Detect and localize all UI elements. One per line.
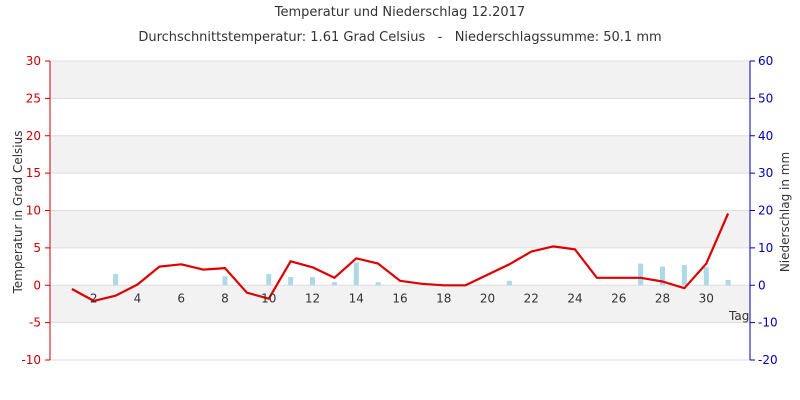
y-tick-label-right: 50 xyxy=(758,91,773,105)
x-tick-label: 22 xyxy=(524,291,539,305)
x-tick-label: 26 xyxy=(611,291,626,305)
y-tick-label-left: 25 xyxy=(26,91,41,105)
x-axis-title: Tag xyxy=(728,309,749,323)
precipitation-bar xyxy=(113,274,119,286)
temperature-line xyxy=(71,213,730,302)
precipitation-bar xyxy=(331,282,337,286)
y-tick-label-right: 30 xyxy=(758,166,773,180)
x-tick-label: 12 xyxy=(305,291,320,305)
grid-band xyxy=(50,210,750,248)
y-tick-label-right: 0 xyxy=(758,278,766,292)
chart-subtitle: Durchschnittstemperatur: 1.61 Grad Celsi… xyxy=(138,30,661,45)
y-axis-right-title: Niederschlag in mm xyxy=(778,152,792,272)
x-tick-label: 20 xyxy=(480,291,495,305)
precipitation-bar xyxy=(222,276,228,286)
precipitation-bar xyxy=(725,280,731,286)
x-tick-label: 2 xyxy=(90,291,98,305)
precipitation-bar xyxy=(310,277,315,286)
x-tick-label: 30 xyxy=(699,291,714,305)
grid-band xyxy=(50,135,750,174)
y-tick-label-left: 10 xyxy=(26,204,41,218)
y-tick-label-left: 5 xyxy=(33,241,41,255)
x-tick-label: 18 xyxy=(436,291,451,305)
precipitation-bar xyxy=(353,262,359,286)
x-tick-label: 8 xyxy=(221,291,229,305)
y-tick-label-right: 20 xyxy=(758,204,773,218)
y-tick-label-right: 40 xyxy=(758,129,773,143)
x-tick-label: 6 xyxy=(177,291,185,305)
x-tick-label: 14 xyxy=(349,291,364,305)
x-tick-label: 28 xyxy=(655,291,670,305)
y-tick-label-left: 15 xyxy=(26,166,41,180)
grid-band xyxy=(50,61,750,99)
precipitation-bar xyxy=(288,277,294,286)
chart-title: Temperatur und Niederschlag 12.2017 xyxy=(274,5,525,20)
precipitation-bar xyxy=(638,263,644,286)
y-tick-label-right: 60 xyxy=(758,54,773,68)
precipitation-bar xyxy=(375,282,381,286)
precipitation-bar xyxy=(660,266,665,286)
precipitation-bar xyxy=(266,274,272,286)
grid-band xyxy=(50,285,750,323)
y-tick-label-right: 10 xyxy=(758,241,773,255)
y-tick-label-right: -20 xyxy=(758,353,778,367)
precipitation-bar xyxy=(681,265,687,286)
y-tick-label-left: -10 xyxy=(21,353,41,367)
x-tick-label: 10 xyxy=(261,291,276,305)
x-tick-label: 24 xyxy=(567,291,582,305)
precipitation-bar xyxy=(506,280,512,286)
y-tick-label-left: 0 xyxy=(33,278,41,292)
precipitation-bar xyxy=(703,267,709,286)
x-tick-label: 16 xyxy=(392,291,407,305)
x-tick-label: 4 xyxy=(134,291,142,305)
y-tick-label-left: 30 xyxy=(26,54,41,68)
y-tick-label-right: -10 xyxy=(758,316,778,330)
y-axis-left-title: Temperatur in Grad Celsius xyxy=(11,130,25,294)
y-tick-label-left: -5 xyxy=(29,316,41,330)
y-tick-label-left: 20 xyxy=(26,129,41,143)
